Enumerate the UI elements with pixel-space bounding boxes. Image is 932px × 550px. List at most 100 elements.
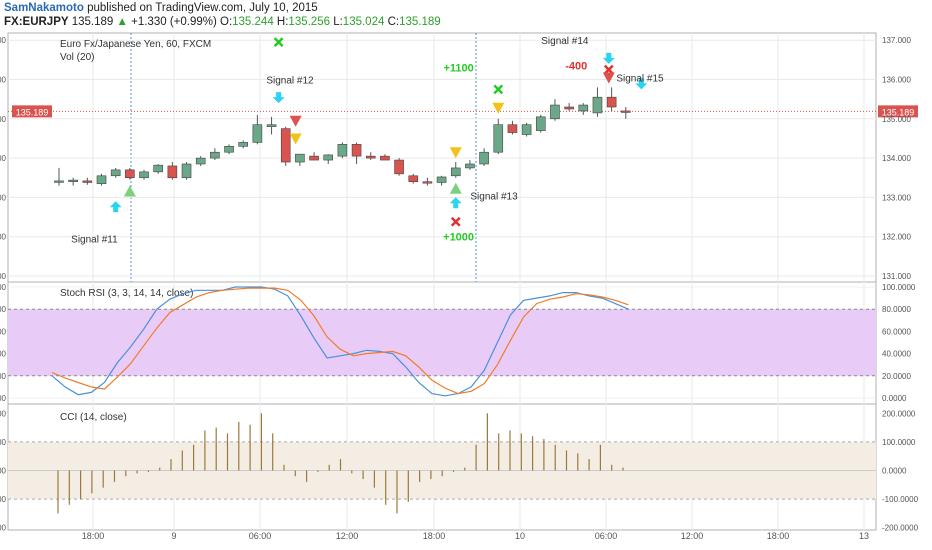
time-tick-label: 9 <box>171 531 176 541</box>
candle-body <box>337 144 348 157</box>
price-tick-label-left: 136.000 <box>0 76 7 85</box>
last-price: 135.189 <box>71 16 114 28</box>
time-tick-label: 18:00 <box>82 531 105 541</box>
volume-label: Vol (20) <box>60 52 94 63</box>
cci-tick-label-left: -100.0000 <box>0 495 7 504</box>
sell-triangle-icon <box>289 133 302 145</box>
candle-body <box>606 96 617 108</box>
author-link[interactable]: SamNakamoto <box>4 2 84 14</box>
open-value: 135.244 <box>232 16 274 28</box>
change-up-icon: ▲ <box>116 16 128 28</box>
open-label: O: <box>220 16 233 28</box>
stoch-tick-label-right: 80.0000 <box>882 305 911 314</box>
signal-label: Signal #14 <box>541 36 589 47</box>
price-tick-label-right: 134.000 <box>882 154 911 163</box>
candle-body <box>323 154 334 161</box>
signal-label: Signal #15 <box>616 73 664 84</box>
candle-body <box>252 124 263 143</box>
trade-result-label: -400 <box>565 61 587 73</box>
stoch-title: Stoch RSI (3, 3, 14, 14, close) <box>60 288 193 299</box>
price-tick-label-right: 131.000 <box>882 272 911 281</box>
candle-body <box>54 180 64 183</box>
candle-body <box>578 104 589 112</box>
chart-area[interactable]: Euro Fx/Japanese Yen, 60, FXCM Vol (20) 13… <box>0 30 932 550</box>
candle-body <box>620 110 631 113</box>
candle-body <box>380 155 390 161</box>
sell-arrow-icon <box>602 52 615 64</box>
sell-arrow-icon <box>635 78 648 90</box>
signal-label: Signal #12 <box>266 75 314 86</box>
stoch-tick-label-right: 0.0000 <box>882 394 907 403</box>
candle-body <box>295 153 305 163</box>
symbol-label[interactable]: FX:EURJPY <box>4 16 69 28</box>
stoch-tick-label-right: 60.0000 <box>882 327 911 336</box>
chart-header: SamNakamoto published on TradingView.com… <box>0 0 932 30</box>
time-tick-label: 12:00 <box>681 531 704 541</box>
time-tick-label: 18:00 <box>767 531 790 541</box>
stoch-band <box>8 309 876 376</box>
cci-tick-label-left: 0.0000 <box>0 467 7 476</box>
exit-x-icon <box>450 216 461 227</box>
candle-body <box>521 124 532 135</box>
cci-tick-label-right: 100.0000 <box>882 438 916 447</box>
candle-body <box>125 169 135 179</box>
high-label: H: <box>276 16 289 28</box>
price-tick-label-right: 132.000 <box>882 233 911 242</box>
price-tick-label-left: 132.000 <box>0 233 7 242</box>
price-tick-label-left: 137.000 <box>0 36 7 45</box>
high-value: 135.256 <box>288 16 330 28</box>
buy-triangle-icon <box>123 185 136 197</box>
sell-triangle-red-icon <box>602 72 615 84</box>
stoch-tick-label-left: 60.0000 <box>0 327 7 336</box>
last-price-tag-left <box>12 105 52 118</box>
cci-tick-label-left: -200.0000 <box>0 524 7 533</box>
exit-x-icon <box>273 37 284 48</box>
change-value: +1.330 (+0.99%) <box>131 16 217 28</box>
time-tick-label: 06:00 <box>249 531 272 541</box>
buy-arrow-icon <box>449 197 462 209</box>
stoch-tick-label-left: 20.0000 <box>0 372 7 381</box>
candle-body <box>139 171 149 179</box>
candle-body <box>493 124 504 153</box>
buy-triangle-icon <box>449 182 462 194</box>
pane-frame-price <box>7 32 877 283</box>
stoch-tick-label-right: 20.0000 <box>882 372 911 381</box>
last-price-label-right: 135.189 <box>882 107 915 117</box>
published-text: published on TradingView.com, July 10, 2… <box>87 2 318 14</box>
quote-line: FX:EURJPY 135.189 ▲ +1.330 (+0.99%) O:13… <box>4 16 441 28</box>
cci-tick-label-left: 100.0000 <box>0 438 7 447</box>
sell-triangle-icon <box>449 147 462 159</box>
candle-body <box>479 151 489 165</box>
price-tick-label-right: 136.000 <box>882 76 911 85</box>
candle-body <box>153 164 163 173</box>
candle-body <box>110 169 121 177</box>
trade-result-label: +1100 <box>443 63 473 75</box>
candle-body <box>394 159 404 175</box>
candle-body <box>309 155 319 161</box>
candle-body <box>408 175 419 182</box>
price-chart-title: Euro Fx/Japanese Yen, 60, FXCM <box>60 39 211 50</box>
low-value: 135.024 <box>342 16 385 28</box>
stoch-tick-label-left: 100.0000 <box>0 283 7 292</box>
candle-body <box>96 175 107 184</box>
cci-tick-label-right: -200.0000 <box>882 524 919 533</box>
time-tick-label: 06:00 <box>595 531 618 541</box>
stoch-tick-label-left: 80.0000 <box>0 305 7 314</box>
candle-body <box>210 151 220 159</box>
time-tick-label: 12:00 <box>336 531 359 541</box>
candle-body <box>550 104 560 120</box>
candle-body <box>535 116 546 131</box>
last-price-tag-right <box>878 105 918 118</box>
cci-tick-label-right: 200.0000 <box>882 409 916 418</box>
candle-body <box>266 124 277 127</box>
sell-arrow-icon <box>272 92 285 104</box>
exit-x-icon <box>493 84 504 95</box>
close-value: 135.189 <box>399 16 441 28</box>
candle-body <box>181 163 192 179</box>
candle-body <box>507 124 518 133</box>
stoch-k-line <box>51 286 629 397</box>
candle-body <box>564 106 574 110</box>
stoch-tick-label-right: 100.0000 <box>882 283 916 292</box>
price-tick-label-left: 131.000 <box>0 272 7 281</box>
time-tick-label: 18:00 <box>423 531 446 541</box>
